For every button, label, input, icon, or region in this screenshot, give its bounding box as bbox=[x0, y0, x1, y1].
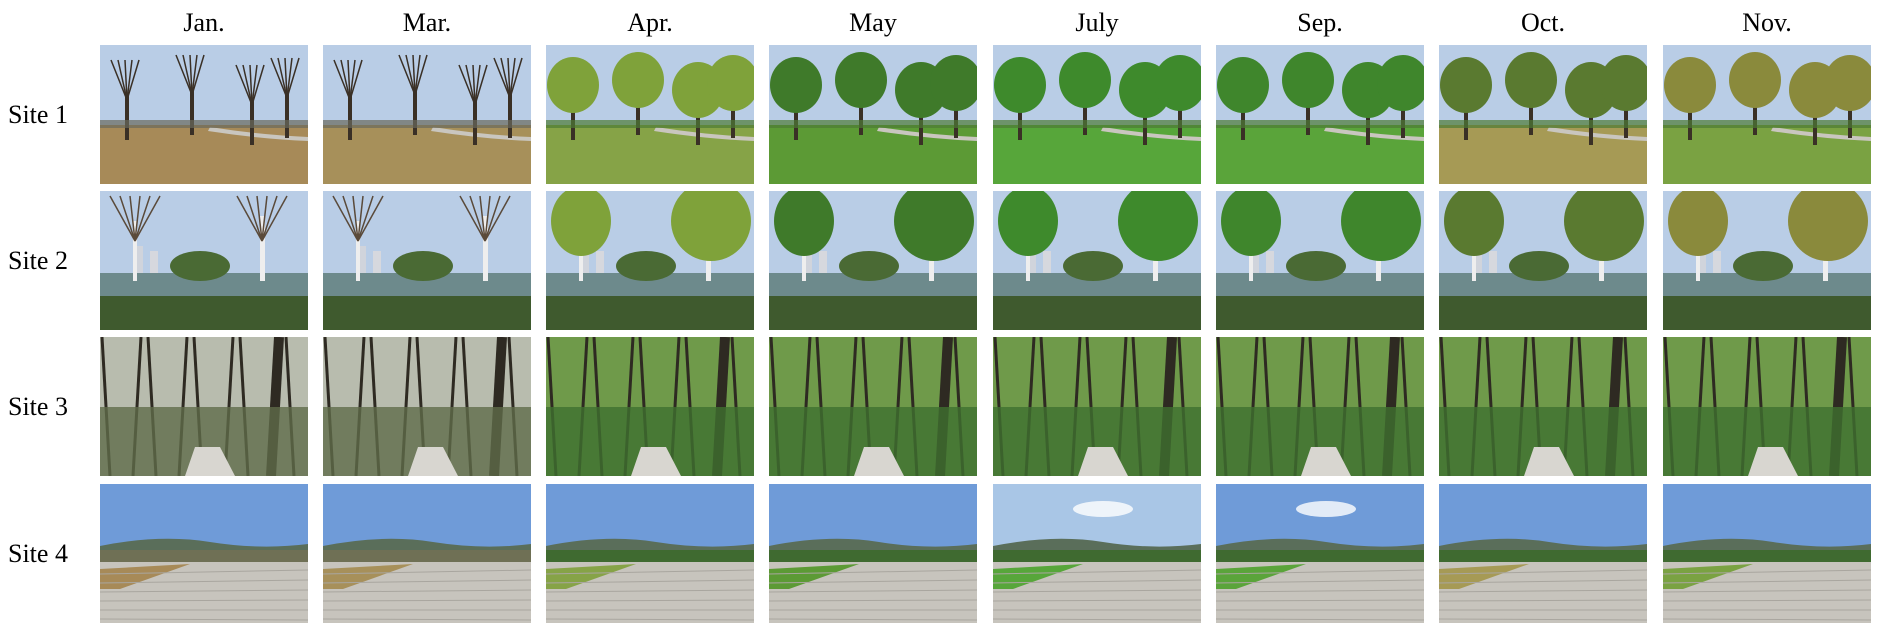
landscape-photo bbox=[100, 484, 308, 623]
photo-tile bbox=[993, 337, 1201, 476]
photo-tile bbox=[1663, 484, 1871, 623]
photo-tile bbox=[993, 45, 1201, 184]
photo-tile bbox=[323, 337, 531, 476]
landscape-photo bbox=[769, 191, 977, 330]
landscape-photo bbox=[546, 45, 754, 184]
site-label: Site 4 bbox=[8, 538, 68, 568]
photo-tile bbox=[100, 45, 308, 184]
month-header: Mar. bbox=[402, 8, 452, 37]
landscape-photo bbox=[769, 337, 977, 476]
month-header: July bbox=[1075, 8, 1119, 37]
landscape-photo bbox=[546, 484, 754, 623]
landscape-photo bbox=[1439, 45, 1647, 184]
site-label: Site 1 bbox=[8, 99, 68, 129]
landscape-photo bbox=[1663, 337, 1871, 476]
landscape-photo bbox=[323, 337, 531, 476]
photo-tile bbox=[1439, 484, 1647, 623]
month-header: May bbox=[849, 8, 897, 37]
photo-tile bbox=[546, 45, 754, 184]
landscape-photo bbox=[1216, 337, 1424, 476]
photo-tile bbox=[100, 484, 308, 623]
month-header: Apr. bbox=[627, 8, 673, 37]
landscape-photo bbox=[1663, 191, 1871, 330]
photo-tile bbox=[1439, 45, 1647, 184]
month-header: Oct. bbox=[1520, 8, 1566, 37]
site-label: Site 2 bbox=[8, 245, 68, 275]
photo-tile bbox=[1663, 191, 1871, 330]
landscape-photo bbox=[1216, 484, 1424, 623]
photo-tile bbox=[1439, 191, 1647, 330]
photo-tile bbox=[546, 484, 754, 623]
photo-tile bbox=[993, 191, 1201, 330]
landscape-photo bbox=[993, 484, 1201, 623]
photo-tile bbox=[323, 45, 531, 184]
landscape-photo bbox=[546, 191, 754, 330]
month-header: Sep. bbox=[1297, 8, 1343, 37]
photo-tile bbox=[1663, 337, 1871, 476]
photo-tile bbox=[100, 191, 308, 330]
landscape-photo bbox=[1663, 484, 1871, 623]
landscape-photo bbox=[769, 484, 977, 623]
landscape-photo bbox=[1216, 191, 1424, 330]
photo-tile bbox=[100, 337, 308, 476]
landscape-photo bbox=[993, 45, 1201, 184]
photo-tile bbox=[1216, 484, 1424, 623]
landscape-photo bbox=[1439, 484, 1647, 623]
photo-tile bbox=[1216, 337, 1424, 476]
landscape-photo bbox=[1439, 191, 1647, 330]
photo-tile bbox=[993, 484, 1201, 623]
photo-tile bbox=[1439, 337, 1647, 476]
landscape-photo bbox=[100, 45, 308, 184]
landscape-photo bbox=[323, 45, 531, 184]
photo-tile bbox=[323, 484, 531, 623]
landscape-photo bbox=[993, 337, 1201, 476]
month-header: Nov. bbox=[1742, 8, 1792, 37]
photo-tile bbox=[1216, 45, 1424, 184]
month-header: Jan. bbox=[183, 8, 225, 37]
photo-tile bbox=[769, 191, 977, 330]
landscape-photo bbox=[323, 191, 531, 330]
photo-tile bbox=[1663, 45, 1871, 184]
photo-tile bbox=[769, 337, 977, 476]
photo-tile bbox=[769, 484, 977, 623]
landscape-photo bbox=[1663, 45, 1871, 184]
photo-tile bbox=[546, 191, 754, 330]
photo-tile bbox=[323, 191, 531, 330]
landscape-photo bbox=[993, 191, 1201, 330]
landscape-photo bbox=[323, 484, 531, 623]
landscape-photo bbox=[546, 337, 754, 476]
landscape-photo bbox=[100, 337, 308, 476]
site-label: Site 3 bbox=[8, 391, 68, 421]
landscape-photo bbox=[100, 191, 308, 330]
photo-tile bbox=[1216, 191, 1424, 330]
landscape-photo bbox=[769, 45, 977, 184]
photo-tile bbox=[769, 45, 977, 184]
landscape-photo bbox=[1216, 45, 1424, 184]
photo-tile bbox=[546, 337, 754, 476]
landscape-photo bbox=[1439, 337, 1647, 476]
